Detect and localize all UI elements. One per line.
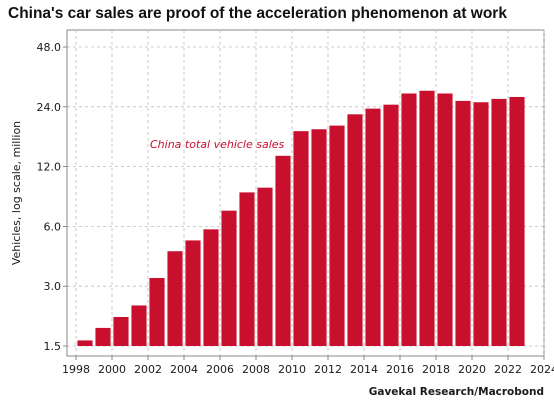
bar-2022 bbox=[509, 96, 525, 346]
y-tick-label: 24.0 bbox=[37, 101, 62, 114]
bar-2003 bbox=[167, 251, 183, 346]
x-tick-label: 2018 bbox=[422, 363, 450, 376]
bar-2006 bbox=[221, 210, 237, 346]
grid-lines bbox=[67, 30, 545, 356]
bar-2005 bbox=[203, 229, 219, 346]
bar-2019 bbox=[455, 100, 471, 346]
bar-2009 bbox=[275, 155, 291, 346]
x-tick-label: 2014 bbox=[350, 363, 378, 376]
x-axis-ticks: 1998 2000 2002 2004 2006 2008 2010 2012 2014 2016… bbox=[62, 356, 554, 376]
source-label: Gavekal Research/Macrobond bbox=[368, 386, 544, 398]
x-tick-label: 2020 bbox=[458, 363, 486, 376]
bars bbox=[77, 90, 525, 347]
bar-2010 bbox=[293, 131, 309, 346]
series-annotation: China total vehicle sales bbox=[150, 138, 285, 151]
x-tick-label: 2012 bbox=[314, 363, 342, 376]
y-axis-title: Vehicles, log scale, million bbox=[10, 121, 23, 265]
bar-2002 bbox=[149, 277, 165, 346]
y-tick-label: 3.0 bbox=[44, 280, 62, 293]
bar-2007 bbox=[239, 192, 255, 346]
y-tick-label: 6.0 bbox=[44, 220, 62, 233]
chart-title: China's car sales are proof of the accel… bbox=[8, 5, 507, 22]
y-tick-label: 12.0 bbox=[37, 161, 62, 174]
y-axis-ticks: 1.5 3.0 6.0 12.0 24.0 48.0 bbox=[37, 41, 67, 353]
bar-2014 bbox=[365, 108, 381, 347]
x-tick-label: 2016 bbox=[386, 363, 414, 376]
x-tick-label: 2006 bbox=[206, 363, 234, 376]
bar-2021 bbox=[491, 98, 507, 347]
bar-2017 bbox=[419, 90, 435, 346]
x-tick-label: 2002 bbox=[134, 363, 162, 376]
bar-2000 bbox=[113, 316, 129, 346]
bar-2018 bbox=[437, 93, 453, 346]
bar-2020 bbox=[473, 102, 489, 346]
bar-2008 bbox=[257, 187, 273, 346]
x-tick-label: 1998 bbox=[62, 363, 90, 376]
bar-2011 bbox=[311, 129, 327, 346]
x-tick-label: 2024 bbox=[530, 363, 554, 376]
x-tick-label: 2004 bbox=[170, 363, 198, 376]
x-tick-label: 2008 bbox=[242, 363, 270, 376]
bar-2001 bbox=[131, 305, 147, 346]
y-tick-label: 1.5 bbox=[44, 340, 62, 353]
bar-2012 bbox=[329, 125, 345, 347]
bar-2013 bbox=[347, 114, 363, 346]
x-tick-label: 2022 bbox=[494, 363, 522, 376]
bar-2004 bbox=[185, 240, 201, 346]
x-tick-label: 2000 bbox=[98, 363, 126, 376]
y-tick-label: 48.0 bbox=[37, 41, 62, 54]
bar-1999 bbox=[95, 327, 111, 346]
bar-2015 bbox=[383, 104, 399, 346]
x-tick-label: 2010 bbox=[278, 363, 306, 376]
bar-1998 bbox=[77, 340, 93, 346]
bar-2016 bbox=[401, 93, 417, 346]
